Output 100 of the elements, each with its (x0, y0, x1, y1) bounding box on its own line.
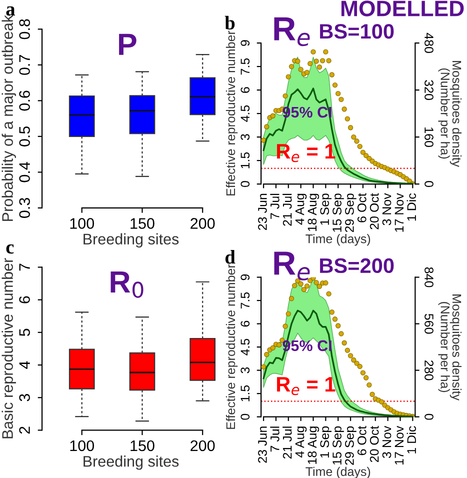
point (316, 64, 322, 70)
x-tick-label: 17 Nov (394, 193, 404, 232)
y-tick-label: 7 (19, 264, 30, 271)
y-tick-label: 0.7 (19, 55, 30, 75)
x-axis-title: Breeding sites (84, 456, 179, 470)
y-tick-label: 9 (240, 40, 250, 46)
point (316, 284, 322, 289)
x-axis-title: Breeding sites (84, 233, 179, 248)
point (351, 134, 356, 140)
y-tick-label: 0 (240, 181, 250, 188)
text: d (225, 250, 236, 264)
x-tick-label: 23 Jun (258, 194, 267, 230)
x-tick-label: 6 Oct (357, 193, 366, 222)
y2-tick-label: 560 (424, 314, 434, 334)
y-axis-title: Probability of a major outbreak (2, 14, 16, 221)
point (344, 116, 350, 122)
point (344, 348, 350, 353)
x-tick-label: 100 (70, 218, 94, 229)
point (304, 70, 310, 75)
x-tick-label: 150 (130, 218, 154, 229)
point (329, 72, 334, 78)
y2-axis-title: Mosquitoes density (Number per ha) (438, 61, 462, 168)
point (286, 311, 291, 316)
point (323, 280, 328, 286)
x-tick-label: 3 Nov (382, 193, 392, 226)
x-tick-label: 1 Sep (320, 194, 332, 225)
point (363, 152, 369, 158)
point (314, 58, 319, 64)
y-tick-label: 2 (19, 426, 30, 434)
point (308, 61, 313, 66)
x-tick-label: 4 Aug (295, 426, 307, 458)
y-tick-label: 1.5 (240, 385, 250, 402)
y-tick-label: 0 (240, 414, 250, 420)
point (326, 58, 332, 64)
x-tick-label: 21 Jul (282, 426, 292, 459)
y2-tick-label: 320 (424, 80, 434, 100)
y2-axis-title: Mosquitoes density (Number per ha) (438, 294, 462, 401)
y-tick-label: 3 (19, 394, 30, 402)
y2-tick-label: 480 (424, 32, 434, 53)
y2-tick-label: 280 (424, 360, 434, 380)
y-tick-label: 4.5 (240, 105, 250, 122)
y-axis-title: Effective reproductive number (226, 264, 238, 429)
point (342, 106, 347, 112)
x-tick-label: 20 Oct (370, 426, 379, 462)
point (357, 364, 362, 370)
point (323, 49, 328, 54)
y2-tick-label: 840 (424, 267, 434, 288)
x-tick-label: 15 Sep (332, 194, 344, 232)
y-tick-label: 0.3 (19, 198, 30, 218)
y-tick-label: 4.5 (240, 338, 250, 356)
y-tick-label: 7.5 (240, 58, 250, 75)
point (336, 90, 341, 96)
point (354, 138, 360, 144)
point (332, 82, 338, 88)
x-tick-label: 1 Dic (406, 193, 416, 221)
y-axis-title: Effective reproductive number (226, 30, 238, 196)
point (276, 342, 282, 348)
point (320, 58, 326, 64)
point (301, 286, 307, 292)
y-tick-label: 7.5 (240, 292, 250, 309)
x-tick-label: 20 Oct (370, 193, 379, 230)
y-tick-label: 0.6 (19, 90, 30, 111)
chart-subtitle: BS=100 (320, 24, 394, 39)
point (298, 281, 304, 286)
y-tick-label: 3 (240, 367, 250, 374)
point (342, 340, 347, 346)
x-tick-label: 7 Jul (270, 194, 280, 219)
point (270, 345, 276, 350)
point (351, 357, 356, 363)
chart-subtitle: BS=200 (320, 258, 394, 274)
point (286, 74, 291, 80)
chart-title: R$_{e}$ (274, 17, 310, 46)
text: c (6, 244, 14, 254)
point (261, 364, 266, 370)
point (326, 291, 332, 296)
text: a (6, 6, 16, 16)
point (292, 282, 298, 288)
x-tick-label: 18 Aug (308, 426, 320, 464)
point (348, 125, 354, 130)
x-axis-title: Time (days) (306, 234, 370, 246)
x-tick-label: 15 Sep (332, 426, 344, 465)
chart-title: P (119, 34, 136, 55)
x-tick-label: 29 Sep (345, 426, 356, 465)
y-tick-label: 0.4 (19, 162, 30, 182)
y-tick-label: 0.5 (19, 126, 30, 146)
point (304, 283, 310, 289)
x-tick-label: 200 (190, 440, 215, 452)
y2-tick-label: 0 (424, 414, 434, 420)
x-tick-label: 23 Jun (258, 426, 267, 463)
x-tick-label: 6 Oct (357, 426, 366, 456)
point (310, 277, 316, 281)
point (264, 352, 270, 358)
x-tick-label: 1 Dic (406, 426, 416, 454)
point (295, 58, 300, 64)
point (360, 370, 366, 376)
point (298, 66, 304, 72)
x-tick-label: 18 Aug (308, 194, 320, 232)
x-tick-label: 29 Sep (345, 194, 356, 232)
point (270, 113, 276, 118)
x-tick-label: 150 (130, 440, 154, 452)
